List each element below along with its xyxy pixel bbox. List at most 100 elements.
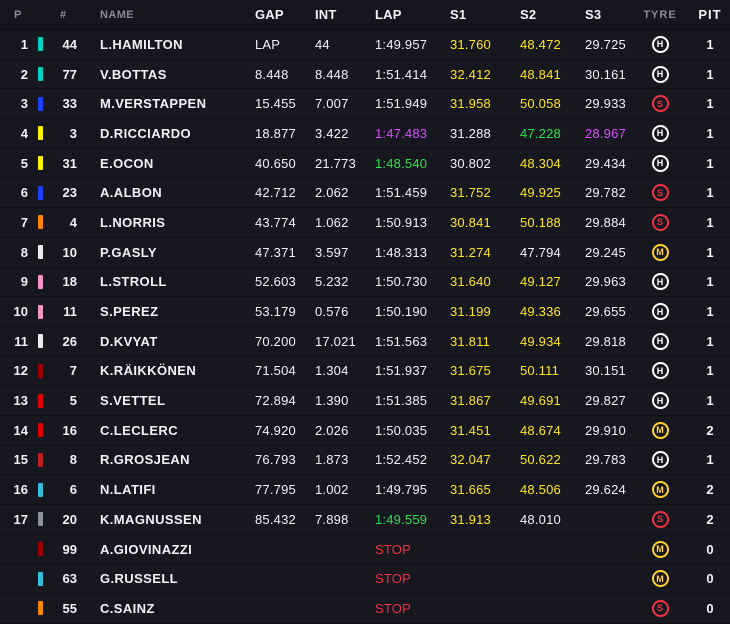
driver-name: K.MAGNUSSEN [100,511,202,527]
gap-value: 53.179 [255,304,296,320]
sector1-time: 32.412 [450,66,491,82]
table-row[interactable]: 55 C.SAINZ STOP S 0 [0,594,730,624]
sector2-time: 49.127 [520,274,561,290]
team-color-bar [36,215,52,230]
table-row[interactable]: 5 31 E.OCON 40.650 21.773 1:48.540 30.80… [0,148,730,179]
driver-name: R.GROSJEAN [100,452,190,468]
table-row[interactable]: 1 44 L.HAMILTON LAP 44 1:49.957 31.760 4… [0,30,730,60]
lap-time: 1:50.730 [375,274,428,290]
interval-value: 7.007 [315,96,349,112]
position-number: 6 [20,185,28,201]
driver-name: A.GIOVINAZZI [100,541,193,557]
tyre-cell: S [630,184,690,202]
tyre-cell: H [630,392,690,410]
lap-time: 1:51.563 [375,333,428,349]
team-color-bar-swatch [38,215,43,230]
team-color-bar-swatch [38,126,43,141]
tyre-cell: M [630,243,690,261]
tyre-cell: S [630,599,690,617]
tyre-compound-icon: H [651,35,669,53]
sector1-time: 31.958 [450,96,491,112]
position-number: 3 [20,96,28,112]
sector2-time: 48.472 [520,36,561,52]
table-header: P # NAME GAP INT LAP S1 S2 S3 TYRE PIT [0,0,730,30]
sector3-time: 29.782 [585,185,626,201]
sector1-time: 31.274 [450,244,491,260]
table-row[interactable]: 3 33 M.VERSTAPPEN 15.455 7.007 1:51.949 … [0,89,730,120]
lap-time: 1:50.035 [375,422,428,438]
sector1-time: 31.867 [450,393,491,409]
interval-value: 1.390 [315,393,349,409]
team-color-bar-swatch [38,423,43,438]
tyre-cell: H [630,451,690,469]
table-row[interactable]: 17 20 K.MAGNUSSEN 85.432 7.898 1:49.559 … [0,505,730,535]
table-row[interactable]: 10 11 S.PEREZ 53.179 0.576 1:50.190 31.1… [0,297,730,327]
pit-stop-count: 0 [706,600,714,616]
sector1-time: 31.665 [450,482,491,498]
team-color-bar-swatch [38,334,43,349]
driver-name: M.VERSTAPPEN [100,96,207,112]
pit-stop-count: 2 [706,422,714,438]
gap-value: 15.455 [255,96,296,112]
sector2-time: 50.058 [520,96,561,112]
gap-value: 71.504 [255,363,296,379]
sector3-time: 29.884 [585,214,626,230]
col-header-position: P [14,8,23,21]
team-color-bar [36,37,52,52]
sector2-time: 49.934 [520,333,561,349]
team-color-bar-swatch [38,156,43,171]
sector1-time: 31.288 [450,125,491,141]
tyre-cell: M [630,481,690,499]
team-color-bar [36,363,52,378]
pit-stop-count: 1 [706,66,714,82]
tyre-cell: S [630,95,690,113]
interval-value: 21.773 [315,155,356,171]
sector1-time: 31.451 [450,422,491,438]
driver-name: A.ALBON [100,185,163,201]
tyre-cell: H [630,273,690,291]
table-row[interactable]: 9 18 L.STROLL 52.603 5.232 1:50.730 31.6… [0,267,730,298]
tyre-cell: H [630,154,690,172]
team-color-bar [36,423,52,438]
table-row[interactable]: 6 23 A.ALBON 42.712 2.062 1:51.459 31.75… [0,178,730,209]
tyre-compound-icon: H [651,124,669,142]
position-number: 4 [20,125,28,141]
position-number: 7 [20,214,28,230]
interval-value: 2.062 [315,185,349,201]
driver-number: 31 [62,155,77,171]
lap-time: 1:52.452 [375,452,428,468]
table-row[interactable]: 7 4 L.NORRIS 43.774 1.062 1:50.913 30.84… [0,208,730,238]
team-color-bar-swatch [38,512,43,527]
tyre-cell: M [630,421,690,439]
driver-number: 11 [63,304,77,320]
table-row[interactable]: 99 A.GIOVINAZZI STOP M 0 [0,534,730,565]
table-row[interactable]: 8 10 P.GASLY 47.371 3.597 1:48.313 31.27… [0,237,730,268]
lap-time: 1:51.414 [375,66,428,82]
position-number: 2 [20,66,28,82]
position-number: 9 [20,274,28,290]
table-row[interactable]: 12 7 K.RÄIKKÖNEN 71.504 1.304 1:51.937 3… [0,356,730,387]
driver-name: C.SAINZ [100,600,155,616]
gap-value: 52.603 [255,274,296,290]
table-row[interactable]: 11 26 D.KVYAT 70.200 17.021 1:51.563 31.… [0,326,730,357]
sector1-time: 31.675 [450,363,491,379]
driver-number: 7 [69,363,77,379]
driver-number: 23 [62,185,77,201]
table-row[interactable]: 13 5 S.VETTEL 72.894 1.390 1:51.385 31.8… [0,386,730,416]
table-row[interactable]: 16 6 N.LATIFI 77.795 1.002 1:49.795 31.6… [0,475,730,505]
interval-value: 0.576 [315,304,349,320]
position-number: 8 [20,244,28,260]
col-header-lap: LAP [375,7,402,22]
table-row[interactable]: 15 8 R.GROSJEAN 76.793 1.873 1:52.452 32… [0,445,730,476]
tyre-compound-icon: H [651,65,669,83]
sector3-time: 29.783 [585,452,626,468]
timing-rows: 1 44 L.HAMILTON LAP 44 1:49.957 31.760 4… [0,30,730,624]
team-color-bar-swatch [38,245,43,260]
table-row[interactable]: 4 3 D.RICCIARDO 18.877 3.422 1:47.483 31… [0,119,730,149]
table-row[interactable]: 2 77 V.BOTTAS 8.448 8.448 1:51.414 32.41… [0,59,730,90]
table-row[interactable]: 63 G.RUSSELL STOP M 0 [0,564,730,595]
driver-name: E.OCON [100,155,154,171]
driver-number: 99 [62,541,77,557]
pit-stop-count: 1 [706,36,714,52]
table-row[interactable]: 14 16 C.LECLERC 74.920 2.026 1:50.035 31… [0,415,730,446]
